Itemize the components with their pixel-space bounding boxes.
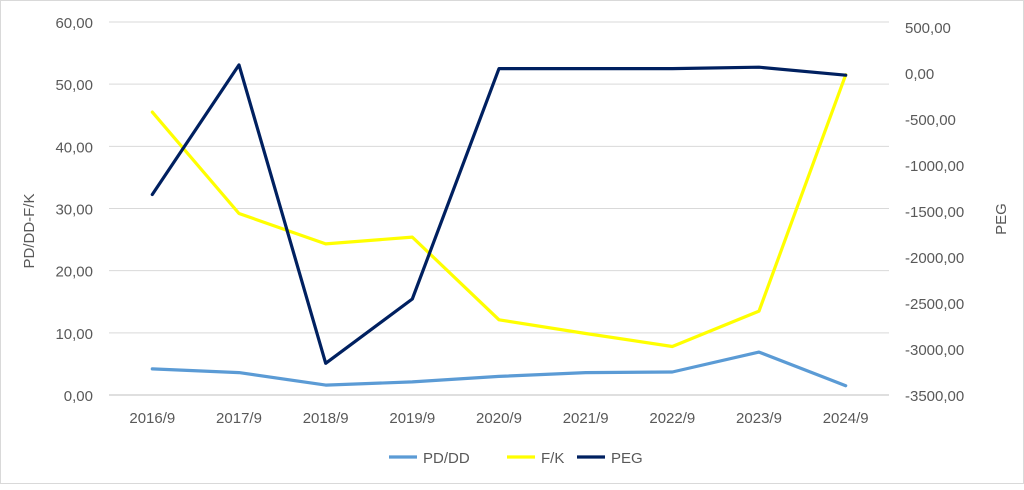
legend: PD/DD F/K PEG xyxy=(389,450,643,467)
right-tick-label: -3000,00 xyxy=(905,342,964,359)
x-axis-ticks: 2016/9 2017/9 2018/9 2019/9 2020/9 2021/9 2022… xyxy=(129,410,868,427)
gridlines xyxy=(109,21,889,396)
right-tick-label: -2000,00 xyxy=(905,250,964,267)
x-tick-label: 2019/9 xyxy=(389,410,435,427)
series-line-pd-dd xyxy=(150,350,848,388)
left-tick-label: 10,00 xyxy=(55,326,93,343)
left-tick-label: 60,00 xyxy=(55,15,93,32)
x-tick-label: 2024/9 xyxy=(823,410,869,427)
series-line-f-k xyxy=(150,73,848,349)
series-line-peg xyxy=(150,63,848,365)
right-tick-label: -500,00 xyxy=(905,112,956,129)
legend-label-peg: PEG xyxy=(611,450,643,467)
right-axis-ticks: 500,00 0,00 -500,00 -1000,00 -1500,00 -2000,0… xyxy=(905,20,964,405)
left-axis-ticks: 60,00 50,00 40,00 30,00 20,00 10,00 0,00 xyxy=(55,15,93,405)
left-tick-label: 50,00 xyxy=(55,77,93,94)
x-tick-label: 2021/9 xyxy=(563,410,609,427)
left-tick-label: 30,00 xyxy=(55,202,93,219)
right-tick-label: 500,00 xyxy=(905,20,951,37)
x-tick-label: 2023/9 xyxy=(736,410,782,427)
left-tick-label: 0,00 xyxy=(64,388,93,405)
legend-label-f-k: F/K xyxy=(541,450,564,467)
left-tick-label: 40,00 xyxy=(55,139,93,156)
series-lines xyxy=(150,63,848,388)
right-tick-label: -1000,00 xyxy=(905,158,964,175)
right-tick-label: -1500,00 xyxy=(905,204,964,221)
legend-label-pd-dd: PD/DD xyxy=(423,450,470,467)
right-axis-title: PEG xyxy=(993,203,1010,235)
left-tick-label: 20,00 xyxy=(55,264,93,281)
x-tick-label: 2018/9 xyxy=(303,410,349,427)
x-tick-label: 2016/9 xyxy=(129,410,175,427)
x-tick-label: 2020/9 xyxy=(476,410,522,427)
right-tick-label: -2500,00 xyxy=(905,296,964,313)
right-tick-label: 0,00 xyxy=(905,66,934,83)
x-tick-label: 2022/9 xyxy=(649,410,695,427)
left-axis-title: PD/DD-F/K xyxy=(21,194,38,269)
right-tick-label: -3500,00 xyxy=(905,388,964,405)
x-tick-label: 2017/9 xyxy=(216,410,262,427)
